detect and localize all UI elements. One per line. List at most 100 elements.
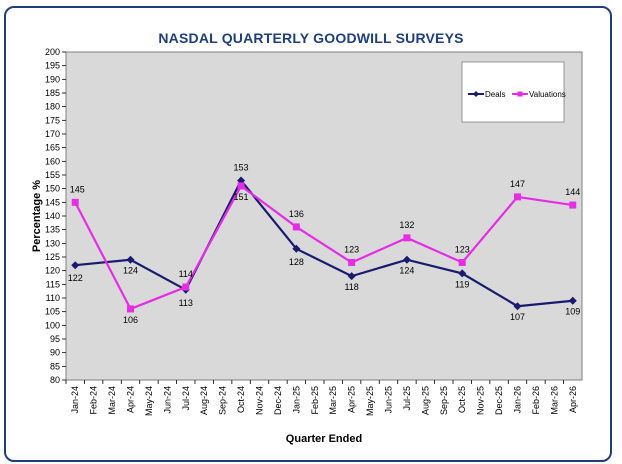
data-label-valuations: 106	[123, 315, 138, 325]
y-tick-label: 130	[45, 238, 60, 248]
data-label-deals: 124	[399, 266, 414, 276]
x-tick-label: Apr-25	[347, 386, 357, 413]
y-tick-label: 145	[45, 197, 60, 207]
x-tick-label: Dec-24	[273, 386, 283, 415]
y-tick-label: 100	[45, 320, 60, 330]
legend-box	[461, 61, 565, 123]
x-tick-label: Jun-25	[384, 386, 394, 414]
y-tick-label: 135	[45, 225, 60, 235]
marker-valuations	[127, 305, 134, 313]
data-label-deals: 107	[510, 312, 525, 322]
series-line-valuations	[74, 184, 573, 311]
x-tick-label: Nov-24	[255, 386, 265, 415]
x-tick-label: Sep-25	[439, 386, 449, 415]
y-tick-label: 160	[45, 156, 60, 166]
x-tick-label: Aug-24	[199, 386, 209, 415]
data-label-deals: 153	[234, 162, 249, 172]
marker-valuations	[237, 182, 245, 190]
marker-valuations	[182, 283, 190, 291]
y-tick-label: 115	[46, 279, 60, 289]
y-tick-label: 105	[45, 307, 60, 317]
x-tick-label: Mar-26	[549, 386, 559, 415]
x-axis-ticks: Jan-24 Feb-24 Mar-24 Apr-24 May-24 Jun-24 Jul-…	[65, 380, 578, 416]
x-tick-label: Dec-25	[494, 386, 504, 415]
y-tick-label: 155	[45, 170, 60, 180]
y-axis-ticks: 80 85 90 95 100 105 110 115 120 125 130 135 140 145 15…	[45, 47, 66, 385]
x-tick-label: Apr-26	[568, 386, 578, 413]
data-label-deals: 109	[565, 307, 580, 317]
x-tick-label: Mar-25	[328, 386, 338, 415]
y-tick-label: 150	[45, 184, 60, 194]
chart-title: NASDAL QUARTERLY GOODWILL SURVEYS	[158, 30, 464, 46]
x-tick-label: May-25	[365, 386, 375, 416]
x-tick-label: Jan-24	[70, 386, 80, 414]
marker-deals	[402, 255, 411, 264]
x-tick-label: Aug-25	[420, 386, 430, 415]
data-label-valuations: 132	[399, 220, 414, 230]
data-label-valuations: 151	[234, 192, 249, 202]
marker-deals	[347, 272, 356, 281]
y-tick-label: 95	[50, 334, 60, 344]
x-tick-label: Jul-24	[181, 386, 191, 411]
marker-valuations	[458, 258, 466, 266]
data-label-deals: 118	[344, 282, 358, 292]
data-label-deals: 124	[123, 266, 138, 276]
x-tick-label: Apr-24	[126, 386, 136, 413]
series-lines	[74, 178, 573, 311]
marker-deals	[568, 296, 577, 305]
x-axis-title: Quarter Ended	[286, 433, 362, 445]
y-tick-label: 80	[50, 375, 60, 385]
legend-marker-deals	[473, 91, 479, 97]
legend: Deals Valuations	[461, 61, 566, 123]
y-tick-label: 200	[45, 47, 60, 57]
x-tick-label: Jan-25	[291, 386, 301, 414]
marker-valuations	[292, 223, 300, 231]
x-tick-label: Oct-25	[457, 386, 467, 413]
marker-deals	[292, 244, 301, 253]
data-label-valuations: 147	[510, 179, 525, 189]
marker-valuations	[514, 193, 521, 201]
data-label-deals: 119	[455, 279, 469, 289]
x-tick-label: Nov-25	[476, 386, 486, 415]
y-tick-label: 90	[50, 348, 60, 358]
marker-deals	[71, 261, 80, 270]
data-label-valuations: 123	[344, 244, 359, 254]
y-tick-label: 195	[45, 61, 60, 71]
data-label-deals: 113	[179, 298, 193, 308]
y-tick-label: 190	[45, 74, 60, 84]
data-label-valuations: 114	[179, 269, 193, 279]
data-labels: 122 124 113 153 128 118 124 119 107 109 145 106 114 1…	[68, 162, 581, 324]
marker-deals	[126, 255, 135, 264]
series-markers	[71, 176, 577, 313]
x-tick-label: Feb-26	[531, 386, 541, 415]
series-line-deals	[75, 178, 573, 308]
y-tick-label: 140	[45, 211, 60, 221]
marker-valuations	[569, 201, 577, 209]
marker-valuations	[348, 258, 356, 266]
y-tick-label: 170	[45, 129, 60, 139]
data-label-valuations: 123	[455, 244, 470, 254]
legend-label-deals: Deals	[485, 90, 505, 99]
legend-label-valuations: Valuations	[529, 90, 566, 99]
y-tick-label: 125	[45, 252, 60, 262]
x-tick-label: Mar-24	[107, 386, 117, 415]
data-label-valuations: 145	[70, 184, 85, 194]
x-tick-label: Jul-25	[402, 386, 412, 411]
x-tick-label: Feb-24	[89, 386, 99, 415]
y-tick-label: 185	[45, 88, 60, 98]
y-axis-title: Percentage %	[31, 180, 43, 252]
y-tick-label: 165	[45, 143, 60, 153]
data-label-deals: 122	[68, 273, 83, 283]
data-label-valuations: 144	[565, 187, 580, 197]
x-tick-label: Jan-26	[513, 386, 523, 414]
x-tick-label: Sep-24	[218, 386, 228, 415]
x-tick-label: May-24	[144, 386, 154, 416]
y-tick-label: 110	[46, 293, 60, 303]
x-tick-label: Feb-25	[310, 386, 320, 415]
marker-deals	[513, 302, 522, 311]
y-tick-label: 175	[45, 115, 60, 125]
marker-valuations	[71, 198, 79, 206]
x-tick-label: Oct-24	[236, 386, 246, 413]
y-tick-label: 85	[50, 361, 60, 371]
